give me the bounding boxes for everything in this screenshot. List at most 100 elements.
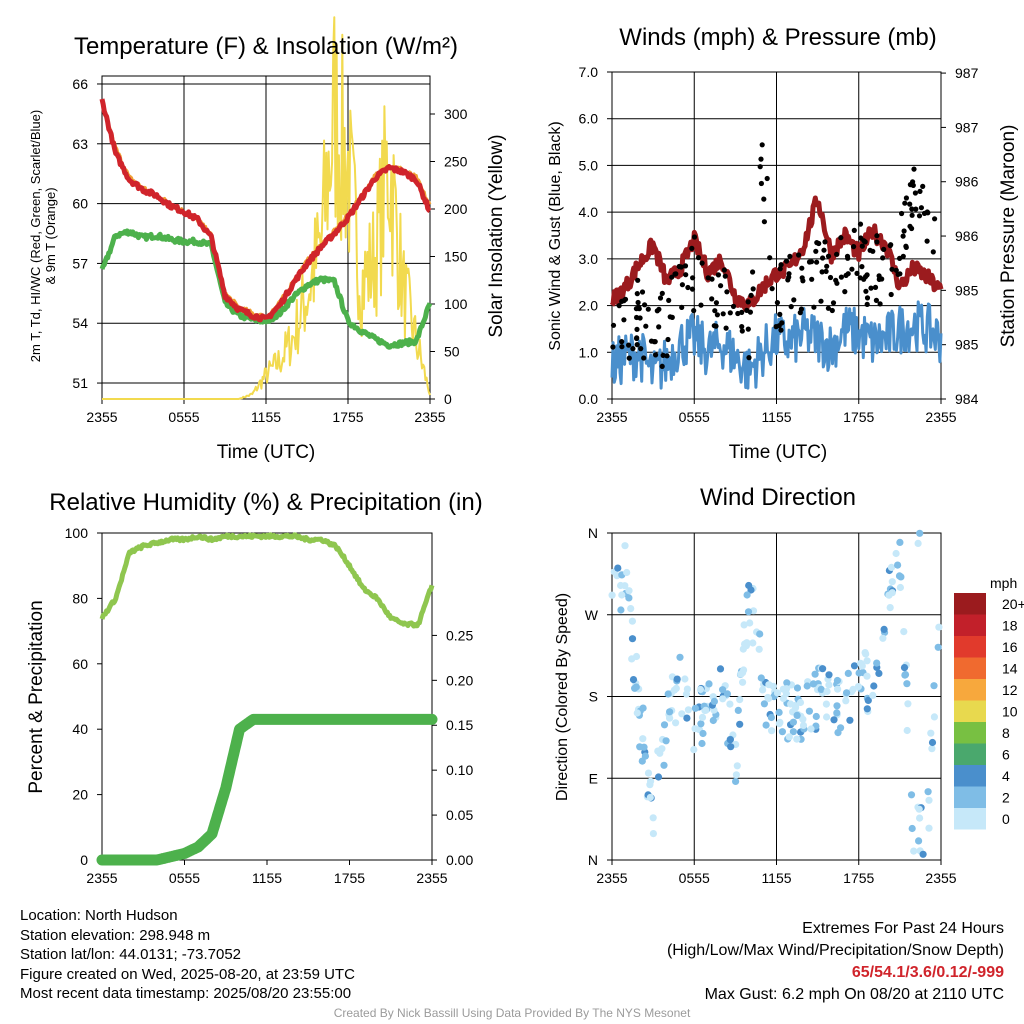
legend-swatch [954, 679, 986, 701]
wind-direction-point [646, 781, 654, 789]
x-tick-label: 1755 [843, 870, 874, 886]
wind-direction-point [654, 773, 663, 781]
wind-gust-point [800, 278, 806, 284]
wind-gust-point [723, 325, 729, 331]
wind-direction-point [842, 697, 850, 705]
wind-direction-point [755, 645, 763, 653]
wind-gust-point [909, 206, 915, 212]
wind-direction-point [709, 716, 717, 725]
wind-direction-point [736, 720, 744, 728]
wind-gust-point [901, 228, 907, 234]
wind-direction-point [618, 591, 626, 599]
wind-gust-point [709, 296, 715, 302]
wind-direction-point [705, 680, 713, 688]
y-tick-label: 60 [72, 656, 88, 672]
wind-direction-point [793, 711, 801, 720]
wind-direction-point [833, 702, 841, 710]
wind-gust-point [889, 266, 895, 272]
y-tick-label: E [589, 770, 598, 786]
wind-gust-point [721, 267, 728, 273]
wind-gust-point [830, 300, 837, 306]
y-tick-label: 66 [72, 76, 88, 92]
wind-direction-point [629, 676, 638, 684]
wind-gust-point [758, 156, 764, 162]
wind-gust-point [783, 258, 790, 264]
wind-gust-point [767, 255, 773, 261]
wind-gust-point [788, 304, 794, 310]
wind-direction-point [641, 752, 650, 760]
wind-direction-point [743, 639, 751, 647]
legend-swatch [954, 614, 986, 636]
x-tick-label: 2355 [925, 870, 956, 886]
x-tick-label: 2355 [925, 409, 956, 425]
wind-gust-point [689, 286, 696, 292]
x-tick-label: 1155 [251, 409, 281, 425]
wind-direction-point [888, 578, 896, 586]
wind-direction-point [654, 747, 662, 755]
wind-gust-point [920, 183, 926, 189]
wind-gust-point [814, 240, 820, 246]
y2-tick-label: 986 [955, 174, 979, 190]
legend-label: 6 [1002, 746, 1010, 762]
wind-gust-point [897, 271, 903, 277]
y-axis-label: Direction (Colored By Speed) [554, 593, 571, 801]
x-tick-label: 0555 [679, 409, 710, 425]
station-elevation: Station elevation: 298.948 m [20, 926, 211, 944]
wind-gust-point [683, 272, 689, 278]
wind-direction-point [834, 685, 842, 693]
wind-gust-point [859, 264, 865, 270]
y-tick-label: 1.0 [579, 344, 599, 360]
wind-direction-point [817, 685, 825, 694]
wind-direction-point [623, 568, 631, 577]
wind-gust-point [645, 306, 651, 312]
wind-direction-point [825, 681, 833, 689]
x-tick-label: 1155 [761, 870, 791, 886]
wind-direction-point [681, 675, 689, 683]
y-axis-label: Percent & Precipitation [26, 600, 47, 793]
wind-direction-point [925, 796, 933, 804]
wind-gust-point [822, 239, 828, 245]
legend-label: 10 [1002, 703, 1018, 719]
legend-swatch [954, 593, 986, 615]
x-tick-label: 1755 [332, 409, 363, 425]
wind-direction-point [778, 728, 787, 736]
wind-gust-point [873, 297, 880, 303]
wind-direction-point [632, 652, 641, 661]
legend-label: 20+ [1002, 596, 1024, 612]
wind-direction-point [914, 539, 922, 548]
y-tick-label: S [589, 689, 598, 705]
wind-direction-point [666, 708, 674, 716]
wind-direction-point [631, 684, 639, 692]
wind-gust-point [634, 291, 640, 297]
wind-gust-point [813, 248, 819, 254]
wind-gust-point [713, 323, 719, 329]
y-tick-label: 20 [72, 787, 88, 803]
y2-tick-label: 0.00 [446, 852, 473, 868]
wind-gust-point [748, 292, 754, 298]
wind-direction-point [678, 710, 686, 718]
wind-gust-point [777, 311, 783, 317]
wind-gust-point [806, 259, 813, 265]
wind-gust-point [903, 244, 909, 250]
wind-direction-point [684, 706, 693, 714]
wind-direction-point [935, 623, 943, 631]
y2-tick-label: 0.10 [446, 762, 473, 778]
wind-direction-point [783, 679, 791, 687]
wind-direction-point [789, 718, 798, 726]
wind-gust-point [868, 285, 874, 291]
wind-gust-point [877, 301, 883, 307]
wind-gust-point [665, 336, 671, 343]
wind-gust-point [634, 335, 640, 341]
x-axis-label: Time (UTC) [217, 442, 316, 463]
wind-gust-point [881, 246, 887, 252]
y-tick-label: 7.0 [579, 64, 599, 80]
wind-gust-point [864, 301, 870, 307]
recent-data-timestamp: Most recent data timestamp: 2025/08/20 2… [20, 985, 352, 1003]
wind-direction-point [765, 681, 773, 689]
wind-gust-point [911, 166, 917, 172]
solar-insolation-line [102, 16, 431, 400]
station-info: Location: North Hudson Station elevation… [20, 906, 355, 1004]
wind-direction-point [789, 728, 798, 736]
wind-direction-point [759, 686, 767, 694]
wind-gust-point [699, 260, 705, 266]
